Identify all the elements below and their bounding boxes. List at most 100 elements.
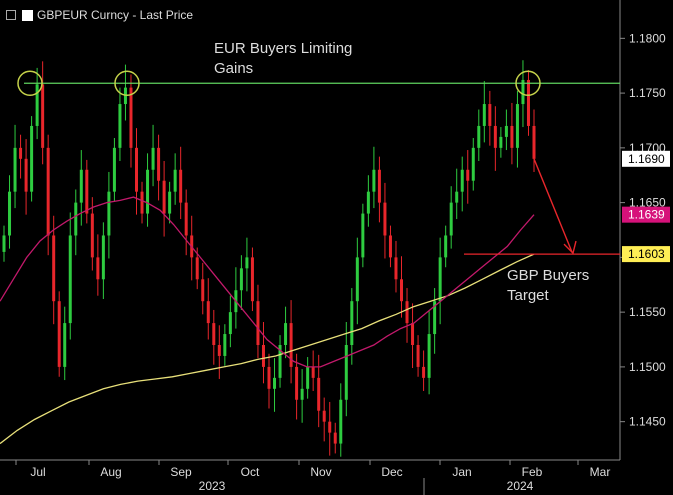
candle-body (400, 279, 403, 302)
candle-body (306, 366, 310, 389)
x-tick-label: Mar (590, 465, 611, 479)
candle-body (52, 235, 56, 302)
candle-body (278, 345, 282, 378)
y-tick-label: 1.1750 (629, 86, 666, 100)
candle-body (477, 125, 481, 148)
candle-body (444, 235, 448, 258)
candle-body (350, 301, 354, 345)
candle-body (68, 235, 72, 324)
candle-body (223, 334, 227, 356)
candle-body (383, 202, 387, 236)
ma-short-price-label-bg (622, 206, 670, 223)
candle-body (322, 410, 326, 422)
x-year-label: 2023 (199, 479, 226, 493)
candle-body (195, 257, 199, 280)
candle-body (493, 125, 497, 148)
candle-body (328, 421, 332, 433)
candle-body (267, 366, 271, 389)
candle-body (173, 169, 177, 192)
candle-body (449, 202, 453, 236)
y-tick-label: 1.1650 (629, 196, 666, 210)
candle-body (212, 323, 216, 345)
candle-body (471, 147, 475, 181)
candle-body (8, 191, 12, 236)
candle-body (289, 323, 293, 367)
candle-body (239, 268, 243, 291)
candle-body (372, 169, 376, 192)
candle-body (201, 279, 205, 302)
resistance-touch-marker (114, 70, 140, 96)
candle-body (361, 213, 365, 258)
y-tick-label: 1.1550 (629, 305, 666, 319)
candle-body (460, 169, 464, 192)
candle-body (526, 79, 530, 126)
projection-arrow-head (563, 240, 577, 255)
candle-body (206, 301, 210, 324)
candle-body (19, 147, 23, 159)
candle-body (499, 136, 503, 148)
ma-short-price-label: 1.1639 (628, 208, 665, 222)
x-tick-label: Aug (100, 465, 121, 479)
candle-body (317, 377, 321, 411)
candle-body (2, 235, 6, 252)
x-tick-label: Sep (170, 465, 192, 479)
x-year-label: 2024 (507, 479, 534, 493)
candle-body (179, 169, 183, 203)
x-tick-label: Dec (381, 465, 402, 479)
candle-body (394, 257, 398, 280)
candle-body (256, 301, 260, 345)
candle-body (146, 169, 150, 214)
last-price-label: 1.1690 (628, 152, 665, 166)
x-tick-label: Oct (241, 465, 260, 479)
projection-arrow-line (533, 158, 573, 253)
candle-body (184, 202, 188, 236)
ma-long-line (0, 253, 535, 445)
candle-body (118, 104, 122, 148)
x-tick-label: Jul (30, 465, 45, 479)
candle-body (482, 104, 486, 126)
candle-body (85, 169, 89, 214)
candle-body (416, 345, 420, 367)
annotation-target: GBP Buyers (507, 267, 589, 284)
candle-body (295, 366, 299, 400)
annotation-target: Target (507, 287, 550, 304)
candle-body (284, 323, 288, 345)
x-tick-label: Nov (310, 465, 331, 479)
legend-toggle-icon[interactable] (6, 10, 16, 20)
candle-body (245, 257, 249, 269)
legend-swatch (22, 9, 33, 21)
candle-body (344, 345, 348, 400)
candle-body (427, 334, 431, 378)
candle-body (339, 399, 343, 444)
candle-body (388, 235, 392, 258)
candle-body (24, 158, 28, 192)
last-price-label-bg (622, 150, 670, 167)
candle-body (515, 104, 519, 148)
candle-body (151, 147, 155, 170)
candle-body (438, 257, 442, 302)
candle-body (510, 125, 514, 148)
candle-body (311, 366, 315, 378)
annotation-resistance: Gains (214, 60, 253, 77)
candle-body (333, 432, 337, 444)
candle-body (273, 377, 277, 389)
chart-title: GBPEUR Curncy - Last Price (37, 8, 194, 22)
chart-legend: GBPEUR Curncy - Last Price (6, 8, 193, 22)
resistance-touch-marker (17, 70, 43, 96)
candle-body (228, 312, 232, 335)
ma-long-price-label: 1.1603 (628, 247, 665, 261)
ma-long-price-label-bg (622, 246, 670, 263)
candle-body (35, 84, 39, 126)
candle-body (112, 147, 116, 192)
candle-body (532, 125, 536, 159)
candle-body (366, 191, 370, 214)
candle-body (90, 213, 94, 258)
y-tick-label: 1.1450 (629, 415, 666, 429)
candle-body (488, 104, 492, 126)
candle-body (30, 125, 34, 192)
candle-body (157, 147, 161, 181)
candle-body (355, 257, 359, 302)
candle-body (466, 169, 470, 181)
candle-body (140, 191, 144, 214)
candle-body (107, 191, 111, 236)
